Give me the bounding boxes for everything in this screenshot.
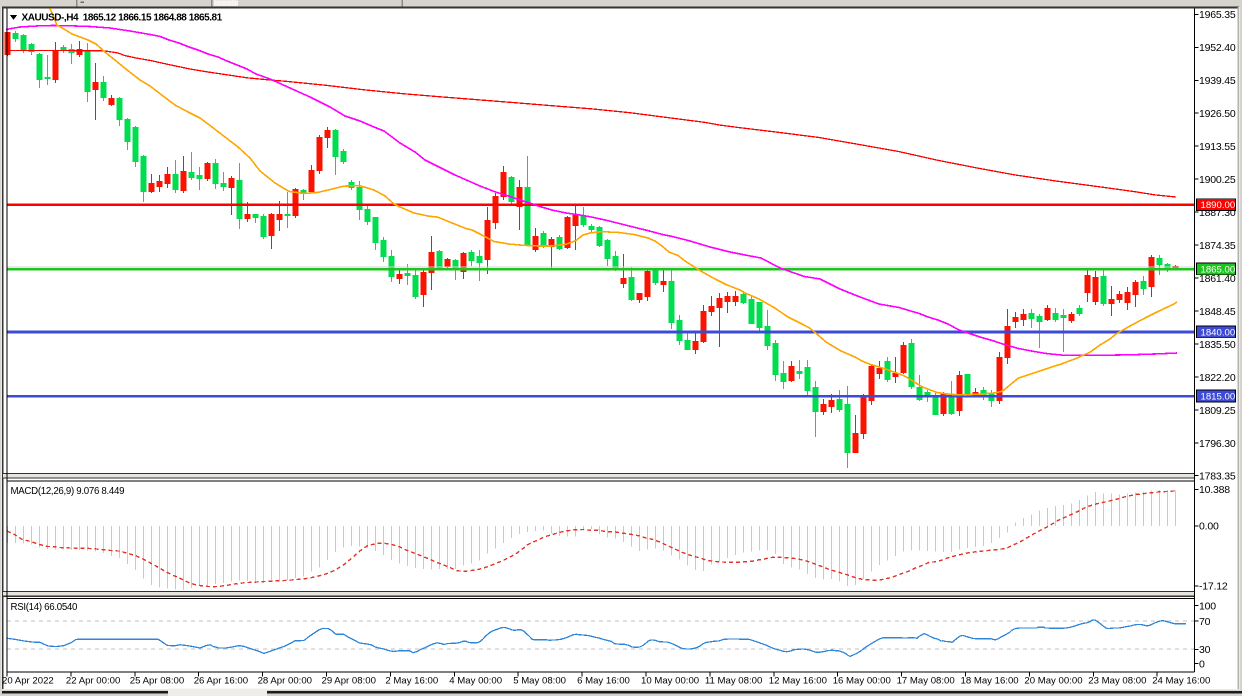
- svg-text:1952.40: 1952.40: [1199, 42, 1236, 54]
- svg-text:1861.40: 1861.40: [1199, 273, 1236, 285]
- svg-text:28 Apr 00:00: 28 Apr 00:00: [258, 675, 312, 686]
- svg-text:17 May 08:00: 17 May 08:00: [897, 675, 955, 686]
- svg-text:16 May 00:00: 16 May 00:00: [833, 675, 891, 686]
- svg-text:2 May 16:00: 2 May 16:00: [385, 675, 438, 686]
- svg-text:1865.00: 1865.00: [1201, 264, 1236, 275]
- svg-text:1874.35: 1874.35: [1199, 240, 1236, 252]
- svg-text:23 May 08:00: 23 May 08:00: [1088, 675, 1146, 686]
- svg-text:5 May 08:00: 5 May 08:00: [513, 675, 566, 686]
- svg-text:1835.50: 1835.50: [1199, 339, 1236, 351]
- svg-text:1926.50: 1926.50: [1199, 108, 1236, 120]
- svg-text:1796.30: 1796.30: [1199, 438, 1236, 450]
- svg-text:1848.45: 1848.45: [1199, 306, 1236, 318]
- svg-text:1890.00: 1890.00: [1201, 200, 1236, 211]
- svg-text:22 Apr 00:00: 22 Apr 00:00: [66, 675, 120, 686]
- svg-text:70: 70: [1199, 616, 1211, 628]
- svg-text:29 Apr 08:00: 29 Apr 08:00: [322, 675, 376, 686]
- svg-text:10.388: 10.388: [1199, 484, 1230, 496]
- svg-text:20 Apr 2022: 20 Apr 2022: [2, 675, 54, 686]
- svg-text:XAUUSD-,H4 1865.12 1866.15 18: XAUUSD-,H4 1865.12 1866.15 1864.88 1865.…: [22, 13, 223, 24]
- svg-text:0: 0: [1199, 658, 1205, 670]
- svg-text:1900.25: 1900.25: [1199, 174, 1236, 186]
- svg-text:20 May 00:00: 20 May 00:00: [1024, 675, 1082, 686]
- svg-text:-17.12: -17.12: [1199, 581, 1228, 593]
- svg-text:12 May 16:00: 12 May 16:00: [769, 675, 827, 686]
- svg-text:18 May 16:00: 18 May 16:00: [961, 675, 1019, 686]
- svg-text:1822.20: 1822.20: [1199, 372, 1236, 384]
- svg-text:1840.00: 1840.00: [1201, 327, 1236, 338]
- svg-text:6 May 16:00: 6 May 16:00: [577, 675, 630, 686]
- svg-text:1783.35: 1783.35: [1199, 470, 1236, 482]
- svg-text:RSI(14) 66.0540: RSI(14) 66.0540: [11, 602, 78, 613]
- svg-text:1913.55: 1913.55: [1199, 141, 1236, 153]
- svg-text:100: 100: [1199, 600, 1216, 612]
- svg-text:25 Apr 08:00: 25 Apr 08:00: [130, 675, 184, 686]
- svg-text:24 May 16:00: 24 May 16:00: [1152, 675, 1210, 686]
- svg-text:11 May 08:00: 11 May 08:00: [705, 675, 762, 686]
- svg-text:1815.00: 1815.00: [1201, 392, 1236, 403]
- svg-text:1809.25: 1809.25: [1199, 405, 1236, 417]
- svg-text:10 May 00:00: 10 May 00:00: [641, 675, 699, 686]
- svg-text:MACD(12,26,9) 9.076 8.449: MACD(12,26,9) 9.076 8.449: [11, 486, 125, 497]
- svg-text:26 Apr 16:00: 26 Apr 16:00: [194, 675, 248, 686]
- svg-text:0.00: 0.00: [1199, 521, 1219, 533]
- svg-text:1939.45: 1939.45: [1199, 75, 1236, 87]
- svg-text:30: 30: [1199, 644, 1211, 656]
- svg-text:4 May 00:00: 4 May 00:00: [449, 675, 502, 686]
- svg-text:1965.35: 1965.35: [1199, 9, 1236, 21]
